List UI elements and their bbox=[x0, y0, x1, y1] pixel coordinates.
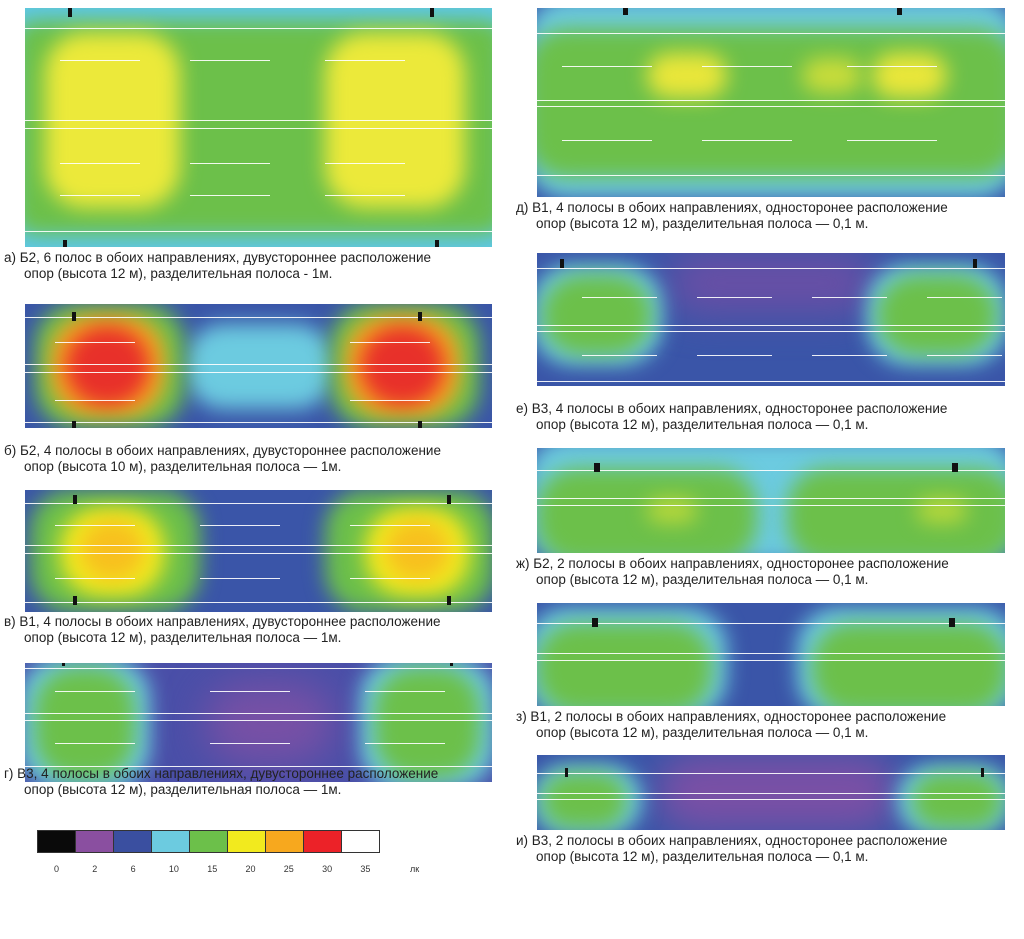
pole-icon bbox=[72, 421, 76, 428]
legend-label: 6 bbox=[130, 864, 136, 874]
heatmap-zh bbox=[537, 448, 1005, 553]
caption-line: а) Б2, 6 полос в обоих направлениях, дув… bbox=[4, 250, 432, 265]
caption-b: б) Б2, 4 полосы в обоих направлениях, ду… bbox=[4, 443, 441, 475]
pole-icon bbox=[435, 240, 439, 247]
pole-icon bbox=[62, 663, 65, 666]
pole-icon bbox=[560, 259, 564, 268]
caption-v: в) В1, 4 полосы в обоих направлениях, ду… bbox=[4, 614, 441, 646]
heatmap-b bbox=[25, 304, 492, 428]
pole-icon bbox=[418, 312, 422, 321]
pole-icon bbox=[72, 312, 76, 321]
caption-line: опор (высота 12 м), разделительная полос… bbox=[24, 782, 342, 797]
heatmap-g bbox=[25, 663, 492, 782]
legend-label: 15 bbox=[207, 864, 218, 874]
legend-label: 35 bbox=[360, 864, 371, 874]
pole-icon bbox=[450, 663, 453, 666]
legend-unit: лк bbox=[410, 864, 420, 874]
pole-icon bbox=[949, 618, 955, 627]
caption-line: з) В1, 2 полосы в обоих направлениях, од… bbox=[516, 709, 947, 724]
pole-icon bbox=[418, 421, 422, 428]
pole-icon bbox=[981, 768, 984, 777]
caption-z: з) В1, 2 полосы в обоих направлениях, од… bbox=[516, 709, 946, 741]
legend-swatch bbox=[37, 830, 76, 853]
legend-swatch bbox=[75, 830, 114, 853]
legend-label: 10 bbox=[168, 864, 179, 874]
caption-i: и) В3, 2 полосы в обоих направлениях, од… bbox=[516, 833, 947, 865]
caption-line: д) В1, 4 полосы в обоих направлениях, од… bbox=[516, 200, 948, 215]
legend-label: 2 bbox=[92, 864, 98, 874]
legend-label: 20 bbox=[245, 864, 256, 874]
pole-icon bbox=[63, 240, 67, 247]
pole-icon bbox=[897, 8, 902, 15]
pole-icon bbox=[952, 463, 958, 472]
heatmap-a bbox=[25, 8, 492, 247]
caption-g: г) В3, 4 полосы в обоих направлениях, ду… bbox=[4, 766, 438, 798]
caption-zh: ж) Б2, 2 полосы в обоих направлениях, од… bbox=[516, 556, 949, 588]
legend-swatch bbox=[303, 830, 342, 853]
legend-swatch bbox=[113, 830, 152, 853]
caption-line: опор (высота 12 м), разделительная полос… bbox=[24, 266, 333, 281]
caption-line: ж) Б2, 2 полосы в обоих направлениях, од… bbox=[516, 556, 949, 571]
caption-line: и) В3, 2 полосы в обоих направлениях, од… bbox=[516, 833, 948, 848]
heatmap-e bbox=[537, 253, 1005, 386]
legend-swatch bbox=[227, 830, 266, 853]
pole-icon bbox=[68, 8, 72, 17]
pole-icon bbox=[623, 8, 628, 15]
heatmap-d bbox=[537, 8, 1005, 197]
pole-icon bbox=[447, 495, 451, 504]
caption-line: опор (высота 12 м), разделительная полос… bbox=[536, 849, 869, 864]
legend-swatch bbox=[341, 830, 380, 853]
caption-line: опор (высота 12 м), разделительная полос… bbox=[24, 630, 342, 645]
caption-line: опор (высота 10 м), разделительная полос… bbox=[24, 459, 342, 474]
caption-e: е) В3, 4 полосы в обоих направлениях, од… bbox=[516, 401, 947, 433]
legend-swatch bbox=[265, 830, 304, 853]
caption-line: опор (высота 12 м), разделительная полос… bbox=[536, 216, 869, 231]
legend-swatch bbox=[151, 830, 190, 853]
pole-icon bbox=[73, 596, 77, 605]
pole-icon bbox=[594, 463, 600, 472]
heatmap-i bbox=[537, 755, 1005, 830]
caption-d: д) В1, 4 полосы в обоих направлениях, од… bbox=[516, 200, 948, 232]
heatmap-z bbox=[537, 603, 1005, 706]
caption-line: б) Б2, 4 полосы в обоих направлениях, ду… bbox=[4, 443, 441, 458]
pole-icon bbox=[973, 259, 977, 268]
legend-label: 25 bbox=[283, 864, 294, 874]
legend-label: 30 bbox=[322, 864, 333, 874]
caption-line: в) В1, 4 полосы в обоих направлениях, ду… bbox=[4, 614, 441, 629]
caption-a: а) Б2, 6 полос в обоих направлениях, дув… bbox=[4, 250, 431, 282]
pole-icon bbox=[592, 618, 598, 627]
pole-icon bbox=[73, 495, 77, 504]
caption-line: е) В3, 4 полосы в обоих направлениях, од… bbox=[516, 401, 948, 416]
pole-icon bbox=[430, 8, 434, 17]
caption-line: опор (высота 12 м), разделительная полос… bbox=[536, 725, 869, 740]
legend-swatch bbox=[189, 830, 228, 853]
pole-icon bbox=[447, 596, 451, 605]
caption-line: опор (высота 12 м), разделительная полос… bbox=[536, 417, 869, 432]
pole-icon bbox=[565, 768, 568, 777]
caption-line: г) В3, 4 полосы в обоих направлениях, ду… bbox=[4, 766, 439, 781]
legend-label: 0 bbox=[54, 864, 60, 874]
caption-line: опор (высота 12 м), разделительная полос… bbox=[536, 572, 869, 587]
heatmap-v bbox=[25, 490, 492, 612]
